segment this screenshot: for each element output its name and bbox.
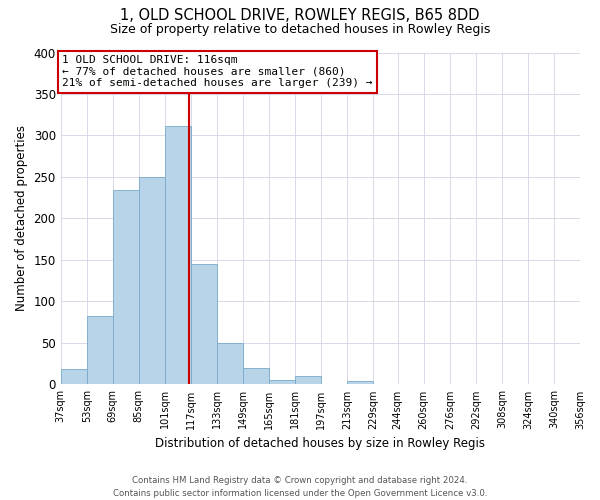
Bar	[217, 343, 243, 384]
Bar	[165, 126, 191, 384]
Bar	[113, 190, 139, 384]
Text: 1, OLD SCHOOL DRIVE, ROWLEY REGIS, B65 8DD: 1, OLD SCHOOL DRIVE, ROWLEY REGIS, B65 8…	[120, 8, 480, 22]
Bar	[269, 380, 295, 384]
Y-axis label: Number of detached properties: Number of detached properties	[15, 126, 28, 312]
Bar	[191, 264, 217, 384]
Text: Size of property relative to detached houses in Rowley Regis: Size of property relative to detached ho…	[110, 22, 490, 36]
Text: Contains HM Land Registry data © Crown copyright and database right 2024.
Contai: Contains HM Land Registry data © Crown c…	[113, 476, 487, 498]
Bar	[295, 376, 321, 384]
Text: 1 OLD SCHOOL DRIVE: 116sqm
← 77% of detached houses are smaller (860)
21% of sem: 1 OLD SCHOOL DRIVE: 116sqm ← 77% of deta…	[62, 55, 373, 88]
Bar	[139, 177, 165, 384]
Bar	[61, 370, 87, 384]
Bar	[243, 368, 269, 384]
Bar	[347, 381, 373, 384]
Bar	[87, 316, 113, 384]
X-axis label: Distribution of detached houses by size in Rowley Regis: Distribution of detached houses by size …	[155, 437, 485, 450]
